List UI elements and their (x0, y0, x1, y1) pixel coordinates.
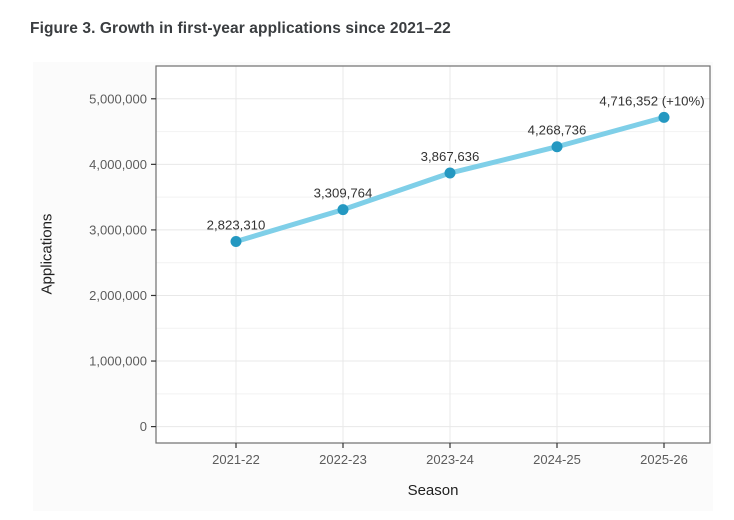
x-axis-title: Season (407, 482, 459, 499)
panel-border (155, 65, 711, 444)
data-point (551, 141, 563, 153)
y-tick-label: 1,000,000 (89, 354, 147, 369)
chart-figure: 0 1,000,000 2,000,000 3,000,000 4,000,000 5,0… (33, 62, 713, 511)
y-tick-label: 5,000,000 (89, 91, 147, 106)
data-point-label: 4,716,352 (+10%) (599, 93, 704, 108)
figure-title: Figure 3. Growth in first-year applicati… (30, 20, 451, 37)
data-point (658, 111, 670, 123)
line-chart-canvas: 0 1,000,000 2,000,000 3,000,000 4,000,000 5,0… (89, 65, 711, 467)
y-tick-label: 3,000,000 (89, 222, 147, 237)
y-tick-label: 4,000,000 (89, 157, 147, 172)
x-tick-label: 2023-24 (426, 452, 474, 467)
data-point-label: 3,867,636 (421, 149, 480, 164)
y-tick-label: 0 (140, 419, 147, 434)
y-tick-label: 2,000,000 (89, 288, 147, 303)
data-point-label: 4,268,736 (528, 123, 587, 138)
data-point (444, 167, 456, 179)
x-tick-label: 2021-22 (212, 452, 260, 467)
x-tick-label: 2022-23 (319, 452, 367, 467)
plot-panel (156, 66, 710, 443)
y-axis-title: Applications (38, 213, 56, 295)
x-tick-label: 2024-25 (533, 452, 581, 467)
data-point-label: 2,823,310 (207, 217, 266, 232)
data-point-label: 3,309,764 (314, 186, 373, 201)
data-point (230, 235, 242, 247)
x-tick-label: 2025-26 (640, 452, 688, 467)
data-point (337, 204, 349, 216)
